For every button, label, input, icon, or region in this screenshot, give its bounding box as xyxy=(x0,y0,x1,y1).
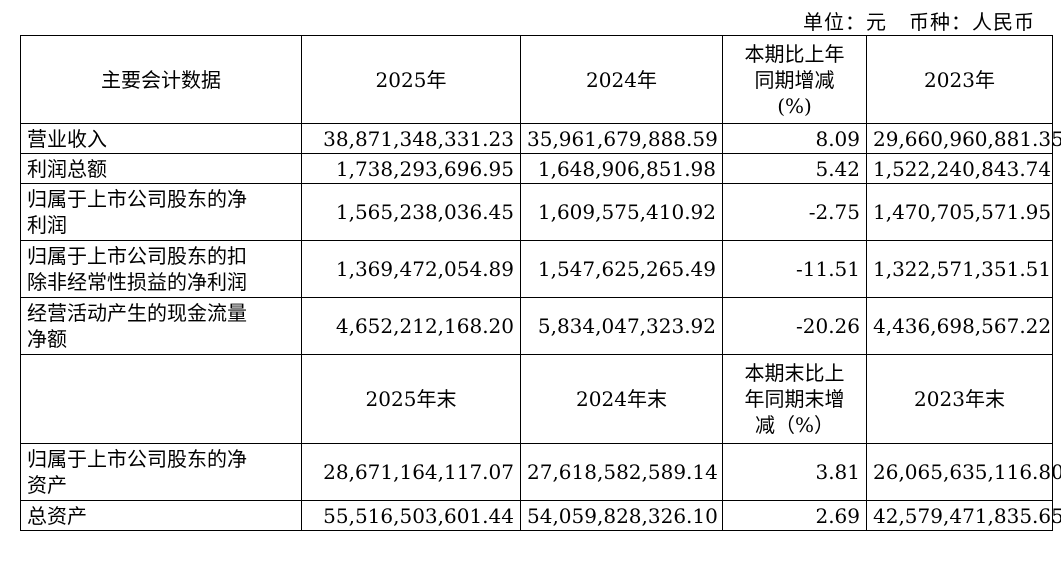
value-2024: 54,059,828,326.10 xyxy=(520,500,723,531)
value-2023: 1,470,705,571.95 xyxy=(866,183,1053,241)
row-label: 归属于上市公司股东的净 资产 xyxy=(20,443,302,501)
value-change: 5.42 xyxy=(722,153,867,184)
value-2025: 1,738,293,696.95 xyxy=(301,153,521,184)
header-change-line: (%) xyxy=(777,93,812,118)
row-label: 经营活动产生的现金流量 净额 xyxy=(20,297,302,355)
header-2024: 2024年 xyxy=(520,35,723,124)
header-2023-end: 2023年末 xyxy=(866,354,1053,444)
table-row: 归属于上市公司股东的扣 除非经常性损益的净利润 1,369,472,054.89… xyxy=(20,240,1053,298)
header-2024-end: 2024年末 xyxy=(520,354,723,444)
header-change-line: 年同期末增 xyxy=(744,387,845,411)
header-change: 本期比上年 同期增减 (%) xyxy=(722,35,867,124)
row-label-line: 归属于上市公司股东的扣 xyxy=(27,244,247,268)
table-row: 利润总额 1,738,293,696.95 1,648,906,851.98 5… xyxy=(20,153,1053,184)
row-label: 归属于上市公司股东的扣 除非经常性损益的净利润 xyxy=(20,240,302,298)
value-change: 2.69 xyxy=(722,500,867,531)
row-label: 利润总额 xyxy=(20,153,302,184)
row-label-line: 归属于上市公司股东的净 xyxy=(27,187,247,211)
financial-data-table: 主要会计数据 2025年 2024年 本期比上年 同期增减 (%) 2023年 … xyxy=(20,35,1061,531)
table-row: 营业收入 38,871,348,331.23 35,961,679,888.59… xyxy=(20,123,1061,154)
row-label-line: 经营活动产生的现金流量 xyxy=(27,301,247,325)
value-2024: 35,961,679,888.59 xyxy=(520,123,723,154)
value-change: 3.81 xyxy=(722,443,867,501)
value-2023: 26,065,635,116.80 xyxy=(866,443,1061,501)
header-item-blank xyxy=(20,354,302,444)
value-2023: 42,579,471,835.65 xyxy=(866,500,1061,531)
header-2025-end: 2025年末 xyxy=(301,354,521,444)
header-change-line: 同期增减 xyxy=(754,67,835,92)
value-2025: 1,565,238,036.45 xyxy=(301,183,521,241)
value-2025: 1,369,472,054.89 xyxy=(301,240,521,298)
row-label: 营业收入 xyxy=(20,123,302,154)
value-2023: 29,660,960,881.35 xyxy=(866,123,1061,154)
row-label-line: 净额 xyxy=(27,327,67,351)
value-2025: 4,652,212,168.20 xyxy=(301,297,521,355)
row-label: 归属于上市公司股东的净 利润 xyxy=(20,183,302,241)
value-2023: 1,322,571,351.51 xyxy=(866,240,1053,298)
value-change: 8.09 xyxy=(722,123,867,154)
unit-currency-note: 单位：元 币种：人民币 xyxy=(803,6,1035,35)
row-label-line: 除非经常性损益的净利润 xyxy=(27,270,247,294)
value-change: -11.51 xyxy=(722,240,867,298)
header-row-period: 主要会计数据 2025年 2024年 本期比上年 同期增减 (%) 2023年 xyxy=(20,35,1053,124)
value-change: -2.75 xyxy=(722,183,867,241)
currency-label: 币种：人民币 xyxy=(909,10,1035,34)
value-2024: 1,547,625,265.49 xyxy=(520,240,723,298)
table-row: 经营活动产生的现金流量 净额 4,652,212,168.20 5,834,04… xyxy=(20,297,1053,355)
header-2023: 2023年 xyxy=(866,35,1053,124)
value-2024: 5,834,047,323.92 xyxy=(520,297,723,355)
row-label: 总资产 xyxy=(20,500,302,531)
header-2025: 2025年 xyxy=(301,35,521,124)
value-2025: 28,671,164,117.07 xyxy=(301,443,521,501)
value-2025: 38,871,348,331.23 xyxy=(301,123,521,154)
value-2024: 1,648,906,851.98 xyxy=(520,153,723,184)
row-label-line: 资产 xyxy=(27,473,67,497)
header-row-period-end: 2025年末 2024年末 本期末比上 年同期末增 减（%） 2023年末 xyxy=(20,354,1053,444)
table-row: 总资产 55,516,503,601.44 54,059,828,326.10 … xyxy=(20,500,1061,531)
row-label-line: 归属于上市公司股东的净 xyxy=(27,447,247,471)
row-label-line: 利润 xyxy=(27,213,67,237)
value-2025: 55,516,503,601.44 xyxy=(301,500,521,531)
value-2023: 1,522,240,843.74 xyxy=(866,153,1053,184)
table-row: 归属于上市公司股东的净 利润 1,565,238,036.45 1,609,57… xyxy=(20,183,1053,241)
header-change-line: 本期比上年 xyxy=(744,41,845,66)
value-change: -20.26 xyxy=(722,297,867,355)
header-item: 主要会计数据 xyxy=(20,35,302,124)
header-change-end: 本期末比上 年同期末增 减（%） xyxy=(722,354,867,444)
value-2024: 1,609,575,410.92 xyxy=(520,183,723,241)
table-row: 归属于上市公司股东的净 资产 28,671,164,117.07 27,618,… xyxy=(20,443,1061,501)
unit-label: 单位：元 xyxy=(803,10,887,34)
value-2024: 27,618,582,589.14 xyxy=(520,443,723,501)
header-change-line: 减（%） xyxy=(754,413,834,437)
header-change-line: 本期末比上 xyxy=(744,361,845,385)
value-2023: 4,436,698,567.22 xyxy=(866,297,1053,355)
